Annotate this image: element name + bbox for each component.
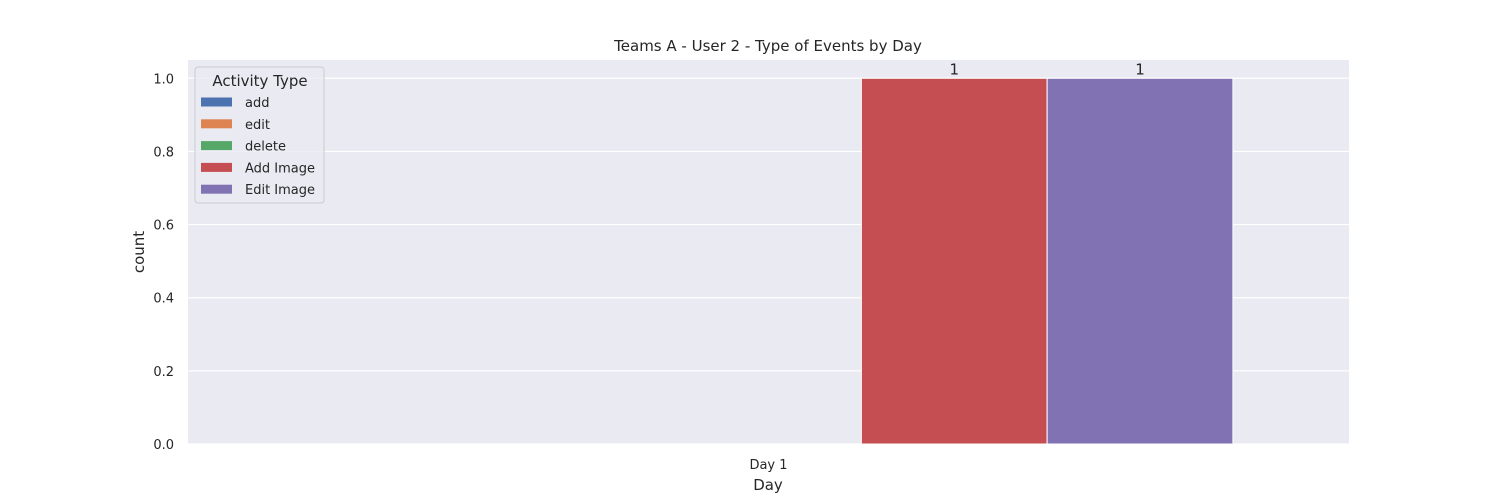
legend-swatch-edit: [201, 119, 232, 129]
y-axis: 0.0 0.2 0.4 0.6 0.8 1.0: [153, 72, 174, 453]
legend-swatch-edit-image: [201, 184, 232, 194]
legend-swatch-add-image: [201, 162, 232, 172]
legend-label: delete: [245, 140, 286, 155]
y-axis-label: count: [130, 231, 148, 273]
chart-title: Teams A - User 2 - Type of Events by Day: [613, 37, 922, 55]
bars: [860, 77, 1234, 445]
legend-label: add: [245, 96, 269, 111]
y-tick-label: 0.6: [153, 219, 174, 234]
legend-label: edit: [245, 118, 270, 133]
legend-swatch-delete: [201, 141, 232, 151]
legend-label: Edit Image: [245, 183, 315, 198]
legend: Activity Type add edit delete Add Image Edit…: [194, 66, 325, 204]
y-tick-label: 0.8: [153, 145, 174, 160]
x-axis: Day 1: [749, 458, 787, 473]
y-tick-label: 0.0: [153, 438, 174, 453]
y-tick-label: 1.0: [153, 72, 174, 87]
bar-add-image: [860, 77, 1048, 445]
legend-swatch-add: [201, 97, 232, 107]
y-tick-label: 0.2: [153, 365, 174, 380]
bar-edit-image: [1046, 77, 1234, 445]
legend-title: Activity Type: [212, 72, 307, 90]
x-tick-label: Day 1: [749, 458, 787, 473]
bar-value-label: 1: [1135, 60, 1145, 78]
legend-label: Add Image: [245, 161, 315, 176]
x-axis-label: Day: [753, 476, 783, 494]
y-tick-label: 0.4: [153, 292, 174, 307]
bar-value-label: 1: [949, 60, 959, 78]
